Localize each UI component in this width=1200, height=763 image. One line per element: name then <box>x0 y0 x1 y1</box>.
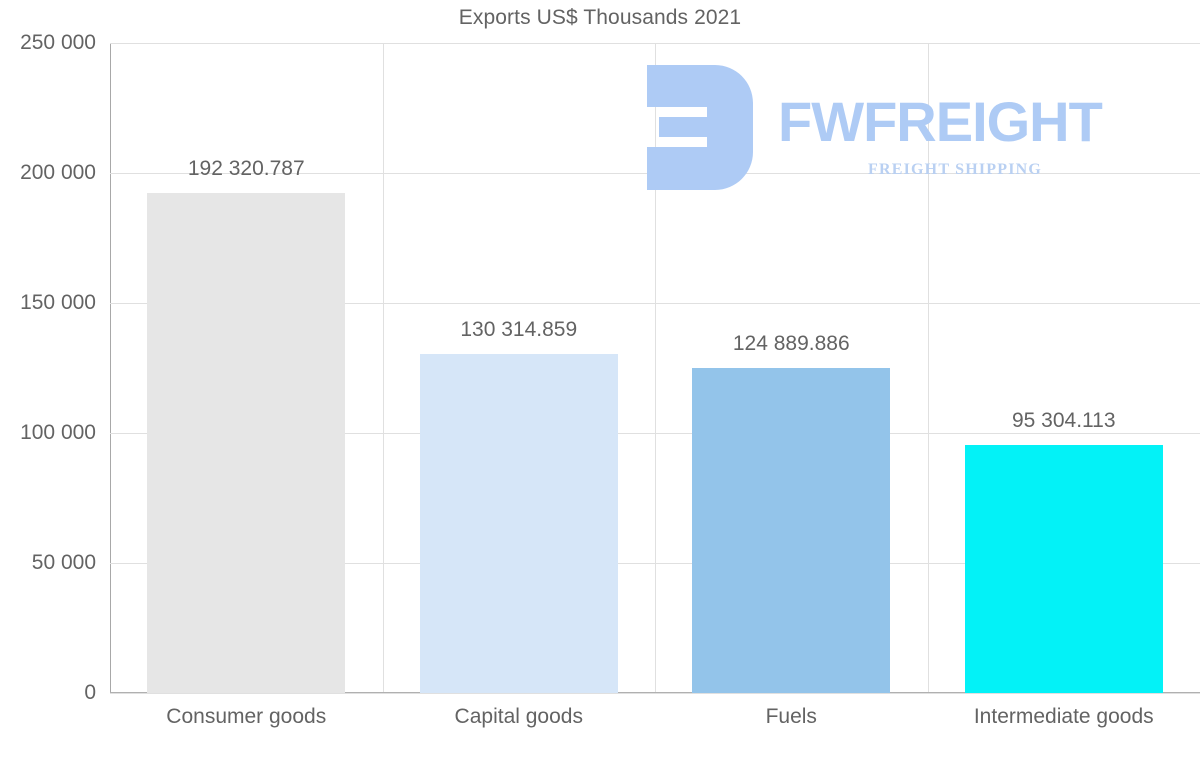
bar-value-label: 124 889.886 <box>732 332 850 356</box>
bar-value-label: 130 314.859 <box>460 318 578 342</box>
y-axis-tick-label: 100 000 <box>20 421 96 444</box>
x-axis-category-label: Intermediate goods <box>973 705 1154 728</box>
bar[interactable] <box>147 192 346 693</box>
x-axis-baseline <box>110 692 1200 693</box>
bar-value-label: 192 320.787 <box>187 156 305 180</box>
gridline-horizontal <box>110 693 1200 694</box>
x-axis-category-label: Fuels <box>765 705 817 728</box>
plot-area <box>110 43 1200 694</box>
bar[interactable] <box>419 354 618 693</box>
y-axis-tick-label: 200 000 <box>20 161 96 184</box>
bar[interactable] <box>692 368 891 693</box>
gridline-vertical <box>383 43 384 693</box>
y-axis-tick-label: 50 000 <box>31 551 96 574</box>
bar[interactable] <box>964 445 1163 693</box>
x-axis-category-label: Capital goods <box>454 705 583 728</box>
y-axis-tick-label: 0 <box>84 681 96 704</box>
y-axis-spine <box>110 43 111 694</box>
gridline-vertical <box>655 43 656 693</box>
gridline-vertical <box>928 43 929 693</box>
y-axis-tick-label: 150 000 <box>20 291 96 314</box>
chart-title: Exports US$ Thousands 2021 <box>458 6 742 29</box>
x-axis-category-label: Consumer goods <box>166 705 327 728</box>
y-axis-tick-label: 250 000 <box>20 31 96 54</box>
bar-value-label: 95 304.113 <box>1011 409 1116 433</box>
